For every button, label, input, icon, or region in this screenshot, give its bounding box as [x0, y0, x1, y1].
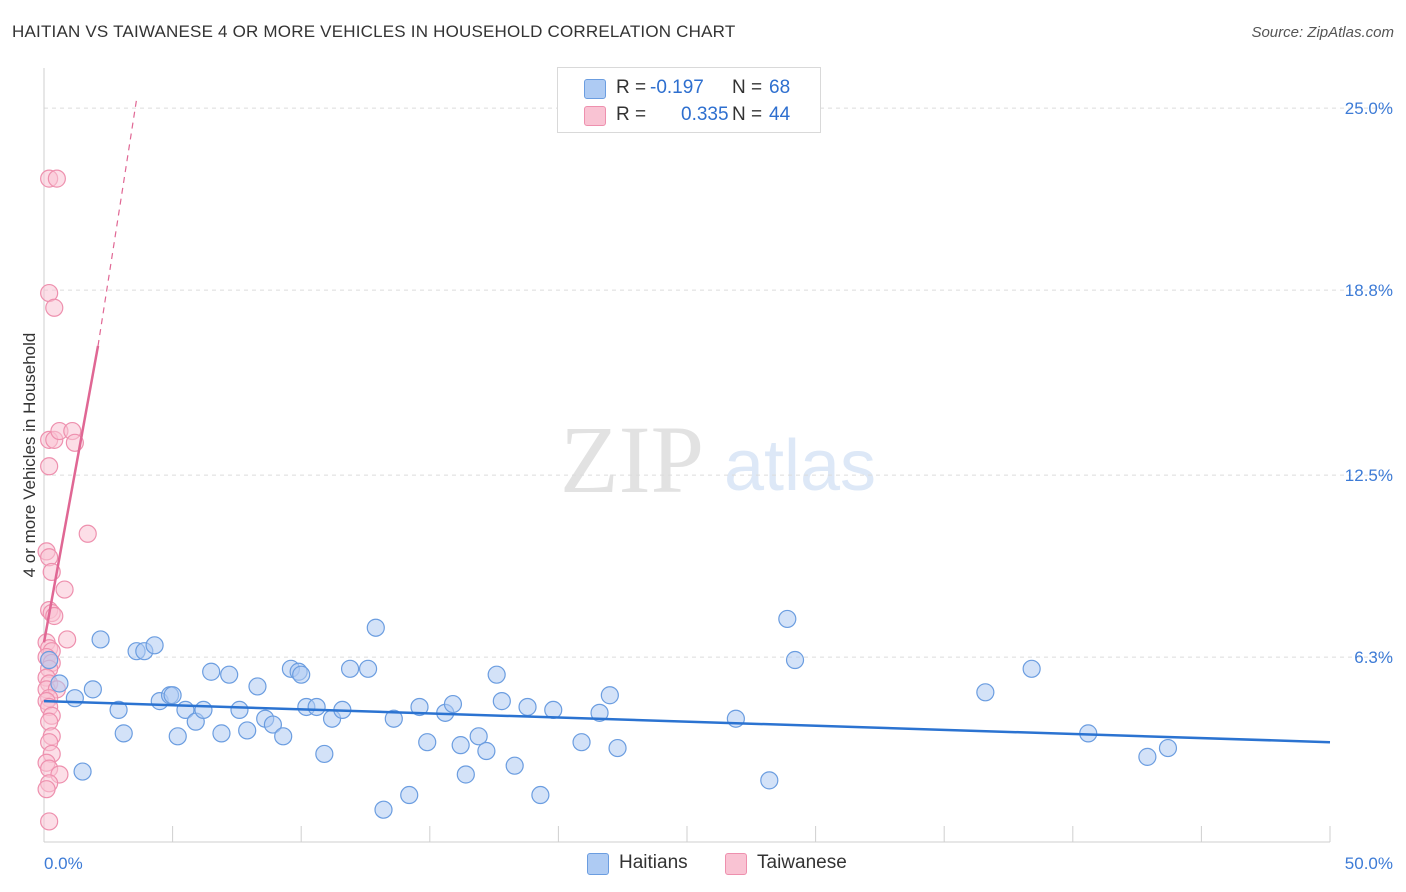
haitian-point [73, 762, 92, 781]
legend-r-label: R = [616, 77, 647, 98]
taiwanese-point [78, 524, 97, 543]
haitian-point [976, 683, 995, 702]
haitian-point [366, 618, 385, 637]
haitian-point [340, 659, 360, 678]
taiwanese-point [47, 169, 66, 188]
haitian-point [163, 686, 182, 705]
haitian-point [292, 665, 311, 684]
x-tick-labels: 0.0% 50.0% [44, 854, 1393, 873]
haitian-point [572, 733, 591, 752]
haitian-point [307, 697, 326, 717]
haitian-point [145, 636, 164, 655]
haitian-point [168, 727, 187, 746]
haitian-point [400, 785, 419, 805]
taiwanese-point [40, 457, 59, 476]
haitian-point [230, 700, 249, 720]
taiwanese-points [37, 169, 97, 831]
haitian-point [274, 727, 293, 746]
trend-lines [42, 99, 1331, 744]
haitian-point [65, 689, 84, 708]
haitians-legend-label: Haitians [619, 852, 688, 873]
haitian-point [443, 694, 463, 714]
haitian-point [600, 686, 619, 705]
haitians-swatch [584, 79, 606, 99]
haitian-point [1138, 747, 1157, 766]
haitian-point [83, 680, 102, 699]
taiwanese-point [45, 298, 64, 317]
haitian-point [785, 650, 805, 670]
haitians-points [40, 609, 1178, 819]
haitian-point [109, 700, 128, 720]
haitian-point [1158, 738, 1178, 758]
haitians-trend-line [43, 699, 1331, 744]
haitian-point [50, 674, 69, 693]
taiwanese-point [40, 812, 59, 831]
legend-n-label: N = [732, 77, 763, 98]
haitian-point [492, 692, 511, 711]
taiwanese-legend-label: Taiwanese [757, 852, 847, 873]
watermark-atlas: atlas [724, 426, 876, 506]
haitian-point [518, 697, 537, 717]
legend-n-value-taiwanese: 44 [769, 104, 791, 125]
source-credit: Source: ZipAtlas.com [1251, 24, 1394, 41]
legend-r-value-taiwanese: 0.335 [681, 104, 729, 125]
chart-title: HAITIAN VS TAIWANESE 4 OR MORE VEHICLES … [12, 22, 736, 41]
taiwanese-legend-swatch [725, 853, 747, 875]
haitian-point [456, 765, 475, 784]
x-tick-label-max: 50.0% [1345, 854, 1393, 873]
haitian-point [778, 609, 797, 629]
haitian-point [1022, 659, 1041, 678]
haitian-point [315, 744, 334, 764]
haitian-point [608, 738, 627, 758]
haitian-point [544, 700, 563, 720]
haitian-point [590, 703, 609, 722]
correlation-legend: R = -0.197 N = 68 R = 0.335 N = 44 [557, 67, 821, 133]
legend-r-value-haitians: -0.197 [650, 77, 704, 98]
haitians-legend-swatch [587, 853, 609, 875]
taiwanese-trend-line [42, 345, 100, 643]
haitian-point [248, 677, 267, 696]
haitian-point [726, 709, 745, 728]
haitian-point [91, 630, 110, 649]
grid-lines [44, 107, 1392, 658]
x-tick-label-min: 0.0% [44, 854, 83, 873]
watermark-zip: ZIP [560, 406, 704, 513]
legend-n-value-haitians: 68 [769, 77, 791, 98]
haitian-point [194, 700, 213, 720]
haitian-point [384, 709, 403, 728]
haitian-point [469, 727, 488, 746]
y-tick-label: 6.3% [1354, 648, 1393, 667]
haitian-point [238, 721, 257, 740]
haitian-point [212, 724, 231, 743]
taiwanese-point [37, 780, 56, 799]
legend-n-label: N = [732, 104, 763, 125]
haitian-point [374, 800, 393, 819]
y-tick-label: 18.8% [1345, 281, 1393, 300]
haitian-point [760, 771, 779, 790]
y-tick-label: 12.5% [1345, 466, 1393, 485]
haitian-point [531, 785, 550, 805]
haitian-point [40, 650, 59, 670]
haitian-point [477, 741, 496, 761]
taiwanese-point [58, 630, 77, 649]
haitian-point [418, 733, 437, 752]
taiwanese-swatch [584, 106, 606, 126]
taiwanese-trend-extension [97, 99, 138, 347]
haitian-point [263, 715, 283, 734]
haitian-point [202, 662, 221, 681]
haitian-point [451, 736, 470, 755]
haitian-point [358, 659, 378, 678]
haitian-point [410, 697, 429, 717]
haitian-point [487, 665, 506, 684]
watermark: ZIP atlas [560, 406, 876, 513]
legend-r-label: R = [616, 104, 647, 125]
taiwanese-point [55, 580, 74, 599]
haitian-point [505, 756, 524, 775]
haitian-point [114, 724, 133, 743]
y-tick-labels: 6.3% 12.5% 18.8% 25.0% [1345, 99, 1393, 667]
y-tick-label: 25.0% [1345, 99, 1393, 118]
haitian-point [220, 665, 239, 684]
